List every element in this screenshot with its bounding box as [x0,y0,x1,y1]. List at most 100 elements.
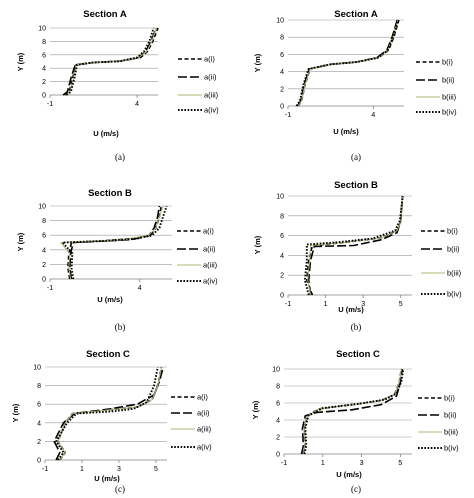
y-tick-label: 8 [276,384,280,391]
y-tick-label: 2 [280,273,284,280]
x-tick-label: 3 [360,460,364,467]
x-axis-label: U (m/s) [93,129,119,138]
y-tick-label: 10 [272,367,280,374]
y-tick-label: 8 [42,39,46,46]
panel-caption: (b) [115,322,126,332]
y-tick-label: 8 [280,213,284,220]
y-tick-label: 10 [276,194,284,201]
y-tick-label: 2 [42,79,46,86]
x-tick-label: 1 [321,460,325,467]
legend-label: a(iv) [197,443,212,452]
y-tick-label: 2 [280,86,284,93]
series-line [295,19,399,107]
chart-panel: Section B 0 2 4 6 8 10 -1 4 U (m/s) Y (m) a(i) a(ii)… [16,188,218,332]
x-tick-label: 1 [80,466,84,473]
series-line [67,205,162,280]
series-line [65,27,157,96]
chart-title: Section A [334,9,378,20]
x-tick-label: 4 [371,112,375,119]
chart-title: Section B [88,188,132,199]
legend-label: a(ii) [197,409,210,418]
legend-label: a(ii) [204,73,217,82]
legend-label: b(ii) [442,76,455,85]
y-axis-label: Y (m) [251,400,260,419]
x-tick-label: -1 [285,301,291,308]
series-line [53,366,165,461]
y-tick-label: 6 [37,402,41,409]
x-tick-label: -1 [47,285,53,292]
x-axis-label: U (m/s) [97,295,123,304]
series-line [307,195,404,296]
legend-label: b(i) [447,227,458,236]
y-tick-label: 0 [280,293,284,300]
y-axis-label: Y (m) [253,53,262,72]
legend-label: b(iii) [447,269,462,278]
x-tick-label: -1 [42,466,48,473]
x-axis-label: U (m/s) [336,470,362,479]
y-tick-label: 8 [37,383,41,390]
y-tick-label: 4 [37,420,41,427]
x-tick-label: 3 [117,466,121,473]
y-tick-label: 10 [276,18,284,25]
legend-label: a(ii) [203,245,216,254]
y-axis-label: Y (m) [16,232,25,251]
chart-panel: Section C 0 2 4 6 8 10 -1 1 3 5 U (m/s) Y (m) a(i) a(i… [11,349,212,494]
x-tick-label: -1 [281,460,287,467]
series-line [300,368,404,455]
legend-label: b(ii) [447,245,460,254]
series-line [297,19,399,107]
y-tick-label: 4 [276,418,280,425]
legend-label: a(i) [204,55,215,64]
legend-label: a(i) [203,227,214,236]
y-tick-label: 2 [37,439,41,446]
legend-label: b(i) [444,394,455,403]
legend-label: b(iv) [442,108,457,117]
y-tick-label: 6 [280,52,284,59]
series-line [57,366,162,461]
chart-panel: Section C 0 2 4 6 8 10 -1 1 3 5 U (m/s) Y (m) b(i) b(i… [251,349,459,494]
y-tick-label: 4 [280,69,284,76]
x-axis-label: U (m/s) [338,305,364,314]
y-tick-label: 4 [42,247,46,254]
x-tick-label: 3 [361,301,365,308]
x-tick-label: -1 [285,112,291,119]
chart-title: Section C [336,349,380,360]
y-axis-label: Y (m) [16,52,25,71]
legend-label: a(iv) [204,106,219,115]
chart-title: Section B [334,180,378,191]
panel-caption: (b) [351,322,362,332]
chart-panel: Section B 0 2 4 6 8 10 -1 1 3 5 U (m/s) Y (m) b(i) b(i… [253,180,462,332]
series-line [64,27,159,96]
legend-label: b(iii) [442,93,457,102]
x-tick-label: 4 [135,101,139,108]
x-tick-label: 5 [398,460,402,467]
legend-label: a(i) [197,393,208,402]
legend-label: b(i) [442,58,453,67]
series-line [60,205,164,280]
y-axis-label: Y (m) [253,235,262,254]
y-tick-label: 4 [280,253,284,260]
legend-label: a(iv) [203,277,218,286]
y-tick-label: 2 [276,435,280,442]
series-line [307,195,404,296]
y-tick-label: 10 [33,365,41,372]
y-tick-label: 6 [42,52,46,59]
y-tick-label: 4 [42,66,46,73]
x-tick-label: 5 [399,301,403,308]
x-tick-label: 5 [154,466,158,473]
y-tick-label: 0 [42,277,46,284]
y-tick-label: 0 [42,93,46,100]
y-tick-label: 0 [276,452,280,459]
panel-caption: (a) [351,152,361,162]
legend-label: b(iii) [444,428,459,437]
chart-title: Section A [83,9,127,20]
y-tick-label: 8 [280,35,284,42]
chart-title: Section C [86,349,130,360]
legend-label: b(iv) [447,290,462,299]
panel-caption: (a) [115,152,125,162]
y-tick-label: 8 [42,218,46,225]
legend-label: a(iii) [203,261,218,270]
x-tick-label: 4 [138,285,142,292]
y-tick-label: 6 [280,233,284,240]
